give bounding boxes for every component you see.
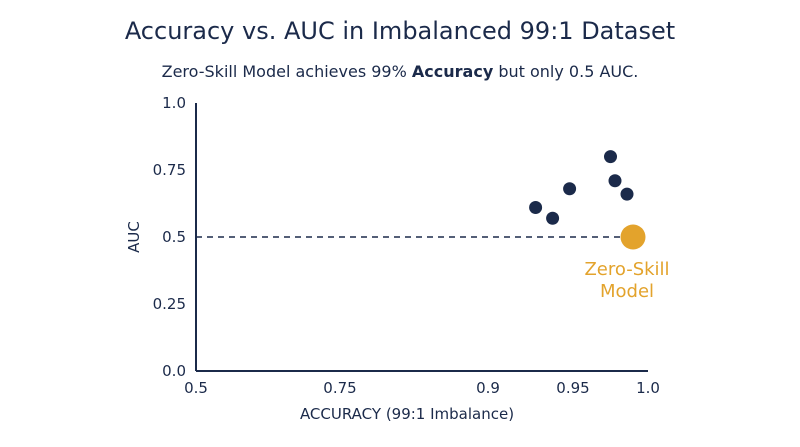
zero-skill-label-line2: Model: [600, 281, 654, 302]
data-point: [604, 150, 617, 164]
x-tick-label: 0.75: [323, 379, 356, 397]
chart-title: Accuracy vs. AUC in Imbalanced 99:1 Data…: [124, 17, 676, 45]
x-tick-labels: 0.5 0.75 0.9 0.95 1.0: [184, 379, 660, 397]
y-tick-labels: 0.0 0.25 0.5 0.75 1.0: [153, 94, 186, 380]
chart-subtitle: Zero-Skill Model achieves 99% Accuracy b…: [0, 62, 800, 81]
data-point: [620, 187, 634, 201]
data-points: [529, 150, 634, 225]
subtitle-pre: Zero-Skill Model achieves 99%: [161, 62, 412, 81]
x-tick-label: 0.5: [184, 379, 208, 397]
x-tick-label: 0.9: [476, 379, 500, 397]
y-tick-label: 0.75: [153, 161, 186, 179]
y-tick-label: 0.25: [153, 295, 186, 313]
data-point: [608, 174, 622, 188]
y-axis-label: AUC: [125, 221, 143, 253]
zero-skill-point: [620, 224, 646, 250]
data-point: [546, 211, 560, 225]
x-axis-label: ACCURACY (99:1 Imbalance): [300, 405, 514, 423]
y-tick-label: 1.0: [162, 94, 186, 112]
y-tick-label: 0.0: [162, 362, 186, 380]
subtitle-bold: Accuracy: [411, 62, 494, 81]
x-tick-label: 0.95: [556, 379, 589, 397]
y-tick-label: 0.5: [162, 228, 186, 246]
data-point: [529, 201, 543, 215]
zero-skill-label-line1: Zero-Skill: [584, 259, 669, 280]
subtitle-post: but only 0.5 AUC.: [493, 62, 639, 81]
data-point: [563, 182, 577, 196]
x-tick-label: 1.0: [636, 379, 660, 397]
